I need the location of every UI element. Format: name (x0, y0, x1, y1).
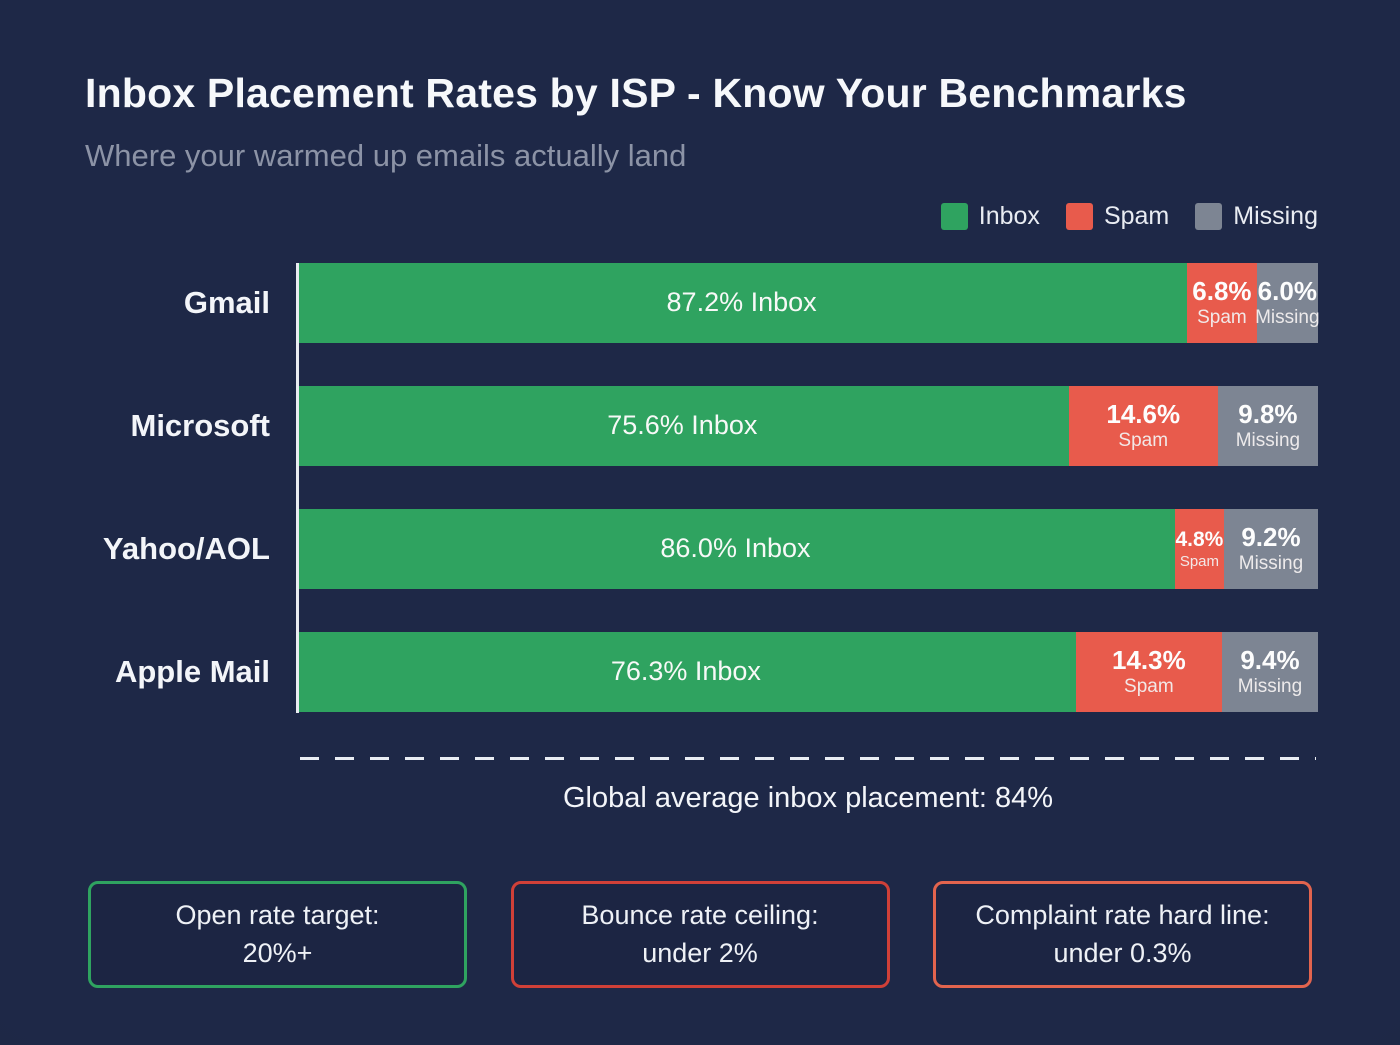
bar-segment-spam: 6.8% Spam (1187, 263, 1257, 343)
bar-segment-missing: 9.2% Missing (1223, 509, 1318, 589)
legend-label: Spam (1103, 202, 1170, 230)
category-label: Apple Mail (114, 654, 270, 689)
bar-row: Yahoo/AOL 86.0% Inbox 4.8% Spam 9.2% Missing (0, 509, 1318, 589)
target-box-line1: Bounce rate ceiling: (581, 899, 819, 930)
y-axis-line (296, 263, 299, 713)
bar-track: 87.2% Inbox 6.8% Spam 6.0% Missing (296, 263, 1320, 343)
dashed-divider (300, 757, 1316, 760)
legend: Inbox Spam Missing (940, 202, 1318, 231)
bar-row: Microsoft 75.6% Inbox 14.6% Spam 9.8% Missing (0, 386, 1318, 466)
bar-segment-spam: 14.3% Spam (1075, 632, 1222, 712)
legend-item-spam: Spam (1065, 202, 1170, 231)
missing-swatch-icon (1195, 203, 1223, 230)
bar-segment-spam: 14.6% Spam (1068, 386, 1218, 466)
bar-track: 76.3% Inbox 14.3% Spam 9.4% Missing (296, 632, 1318, 712)
bar-segment-inbox: 86.0% Inbox (296, 509, 1175, 589)
legend-item-inbox: Inbox (940, 202, 1040, 231)
bar-segment-inbox: 76.3% Inbox (296, 632, 1076, 712)
bar-segment-inbox: 75.6% Inbox (296, 386, 1069, 466)
global-average-annotation: Global average inbox placement: 84% (562, 782, 1054, 814)
page-subtitle: Where your warmed up emails actually lan… (85, 138, 687, 173)
bar-segment-spam: 4.8% Spam (1174, 509, 1224, 589)
open-rate-target-box: Open rate target: 20%+ (88, 881, 467, 988)
target-box-line1: Open rate target: (175, 899, 380, 930)
bounce-rate-ceiling-box: Bounce rate ceiling: under 2% (510, 881, 890, 988)
target-box-line2: 20%+ (242, 938, 313, 968)
category-label: Microsoft (130, 408, 271, 443)
category-label: Yahoo/AOL (102, 531, 270, 566)
bar-segment-missing: 9.8% Missing (1217, 386, 1318, 466)
bar-track: 86.0% Inbox 4.8% Spam 9.2% Missing (296, 509, 1318, 589)
bar-segment-missing: 6.0% Missing (1255, 263, 1320, 343)
target-box-line2: under 0.3% (1053, 938, 1192, 968)
legend-item-missing: Missing (1195, 202, 1318, 231)
bar-segment-inbox: 87.2% Inbox (296, 263, 1188, 343)
bar-chart: Gmail 87.2% Inbox 6.8% Spam 6.0% Missing Micro… (0, 263, 1320, 712)
bar-segment-missing: 9.4% Missing (1221, 632, 1318, 712)
legend-label: Inbox (978, 202, 1040, 230)
bar-track: 75.6% Inbox 14.6% Spam 9.8% Missing (296, 386, 1318, 466)
inbox-swatch-icon (940, 203, 968, 230)
target-box-line1: Complaint rate hard line: (975, 899, 1270, 930)
complaint-rate-box: Complaint rate hard line: under 0.3% (933, 881, 1312, 988)
target-box-line2: under 2% (642, 938, 758, 968)
benchmark-boxes: Open rate target: 20%+ Bounce rate ceili… (88, 881, 1312, 988)
category-label: Gmail (183, 285, 270, 320)
bar-row: Apple Mail 76.3% Inbox 14.3% Spam 9.4% Missin… (0, 632, 1318, 712)
legend-label: Missing (1233, 202, 1318, 230)
page-title: Inbox Placement Rates by ISP - Know Your… (85, 70, 1187, 116)
spam-swatch-icon (1065, 203, 1093, 230)
bar-row: Gmail 87.2% Inbox 6.8% Spam 6.0% Missing (0, 263, 1320, 343)
